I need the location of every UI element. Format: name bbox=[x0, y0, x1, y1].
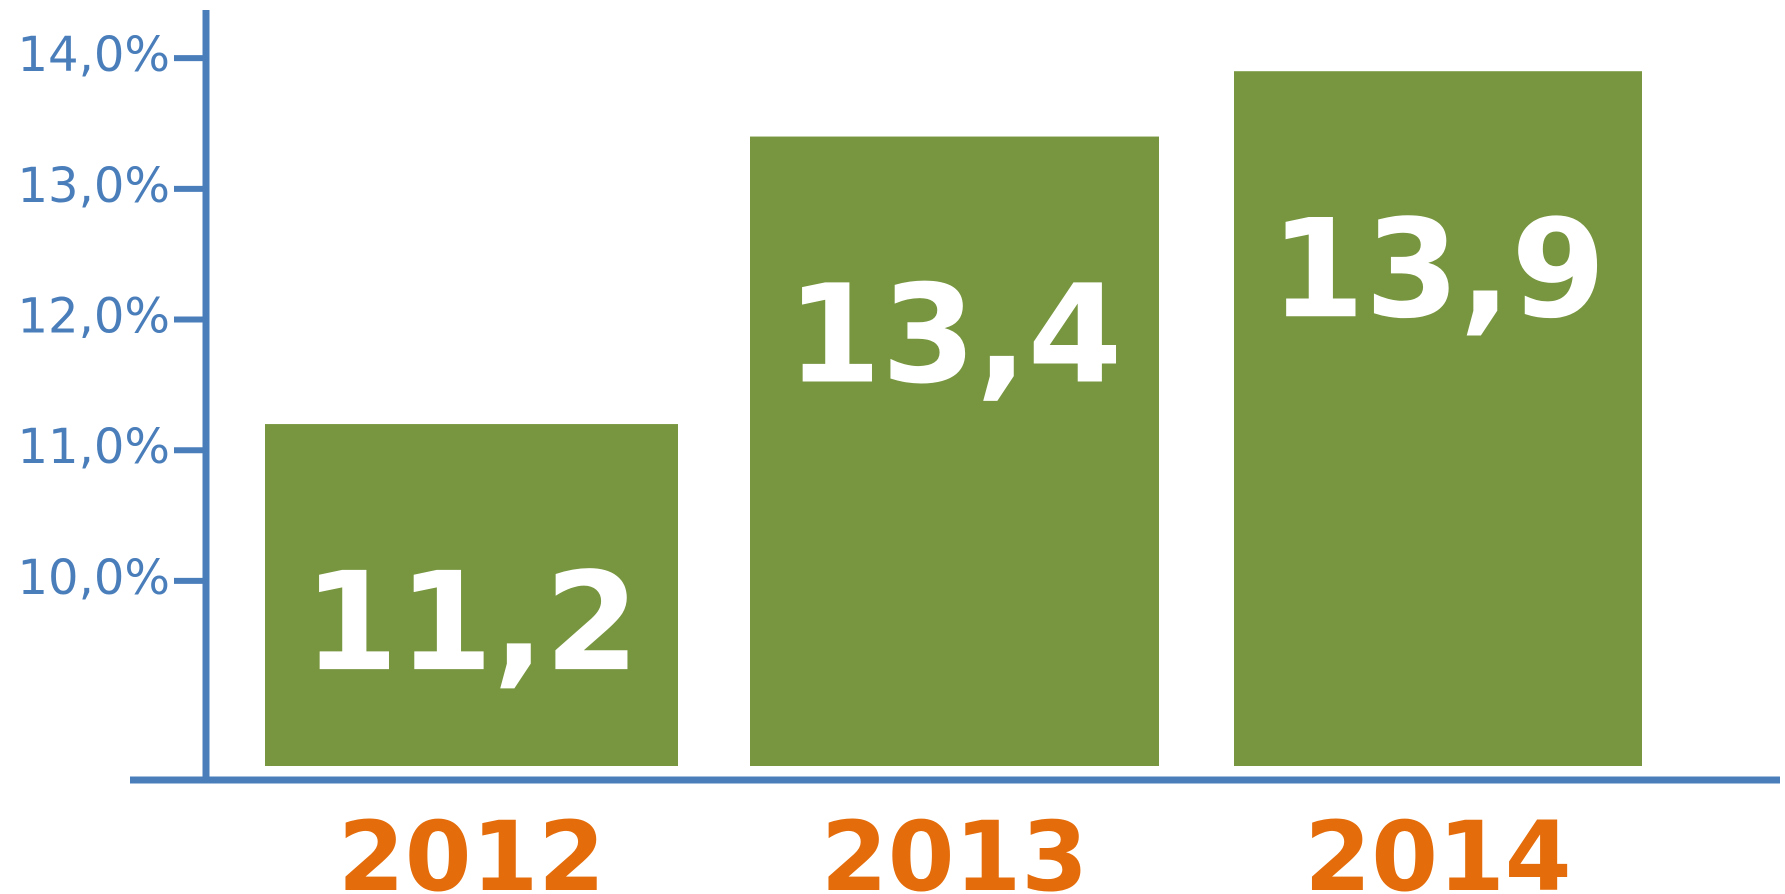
bar-value-label: 13,9 bbox=[1270, 191, 1606, 349]
bar-value-labels: 11,2 13,4 13,9 bbox=[304, 191, 1606, 702]
x-category-label: 2013 bbox=[821, 801, 1088, 894]
bars-layer bbox=[265, 71, 1642, 766]
y-tick-label: 13,0% bbox=[18, 158, 170, 214]
axes bbox=[130, 10, 1780, 784]
y-tick-label: 12,0% bbox=[18, 289, 170, 345]
x-axis-category-labels: 2012 2013 2014 bbox=[338, 801, 1572, 894]
x-category-label: 2014 bbox=[1304, 801, 1571, 894]
y-axis-ticks bbox=[174, 55, 206, 584]
bar-value-label: 11,2 bbox=[304, 544, 640, 702]
y-tick-label: 11,0% bbox=[18, 419, 170, 475]
y-axis-tick-labels: 10,0% 11,0% 12,0% 13,0% 14,0% bbox=[18, 27, 170, 606]
bar bbox=[750, 136, 1159, 766]
y-tick-label: 10,0% bbox=[18, 550, 170, 606]
bar-value-label: 13,4 bbox=[787, 257, 1123, 415]
bar bbox=[1234, 71, 1642, 766]
y-tick-label: 14,0% bbox=[18, 27, 170, 83]
bar bbox=[265, 424, 678, 766]
x-category-label: 2012 bbox=[338, 801, 605, 894]
